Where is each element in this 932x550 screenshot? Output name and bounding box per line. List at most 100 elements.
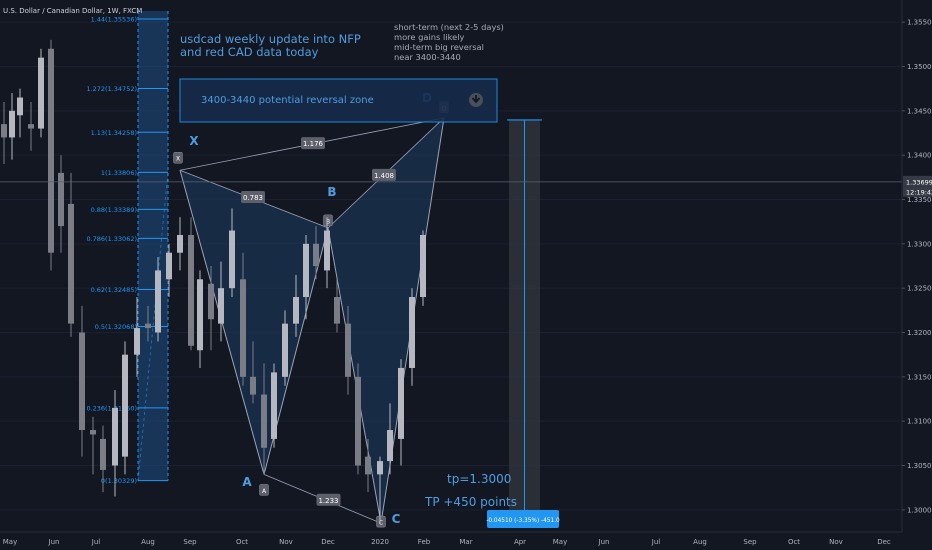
candle-body bbox=[166, 252, 172, 280]
candle-body bbox=[208, 283, 214, 320]
candle-body bbox=[112, 407, 118, 466]
ratio-label: 1.233 bbox=[318, 497, 338, 505]
candle-body bbox=[240, 279, 246, 377]
time-tick-label: Aug bbox=[693, 538, 707, 546]
candle-body bbox=[324, 230, 330, 271]
candle-body bbox=[145, 323, 151, 329]
time-tick-label: 2020 bbox=[371, 538, 389, 546]
candle-body bbox=[387, 430, 393, 462]
candle-body bbox=[17, 97, 23, 116]
candle-body bbox=[420, 234, 426, 298]
time-tick-label: Sep bbox=[183, 538, 197, 546]
price-tick-label: 1.32000 bbox=[907, 329, 932, 337]
price-tick-label: 1.30500 bbox=[907, 462, 932, 470]
candle-body bbox=[1, 124, 7, 138]
candle-body bbox=[365, 456, 371, 475]
candle-body bbox=[134, 328, 140, 355]
candlestick-series bbox=[1, 39, 426, 524]
time-tick-label: Aug bbox=[141, 538, 155, 546]
price-tick-label: 1.34000 bbox=[907, 152, 932, 160]
candle-body bbox=[293, 297, 299, 324]
candle-body bbox=[28, 124, 34, 129]
reversal-zone-box bbox=[179, 78, 498, 123]
point-marker bbox=[259, 484, 269, 496]
time-tick-label: Feb bbox=[418, 538, 431, 546]
fib-zone-fill bbox=[138, 10, 168, 481]
reversal-zone-label: 3400-3440 potential reversal zone bbox=[201, 95, 374, 106]
point-marker-label: A bbox=[262, 488, 267, 495]
measure-label-box bbox=[487, 510, 559, 528]
time-tick-label: Nov bbox=[279, 538, 293, 546]
price-tick-label: 1.34500 bbox=[907, 107, 932, 115]
measure-label: -0.04510 (-3.35%) -451.0 bbox=[486, 518, 560, 524]
note-line: near 3400-3440 bbox=[394, 52, 461, 62]
candle-body bbox=[79, 332, 85, 431]
candle-body bbox=[9, 110, 15, 138]
candle-body bbox=[409, 297, 415, 368]
candle-body bbox=[271, 372, 277, 439]
fib-level-label: 0.786(1.33062) bbox=[86, 235, 137, 243]
fib-level-label: 0(1.30329) bbox=[101, 477, 137, 485]
price-tick-label: 1.33500 bbox=[907, 196, 932, 204]
note-line: more gains likely bbox=[394, 32, 465, 42]
candle-body bbox=[90, 430, 96, 435]
idea-title-line2: and red CAD data today bbox=[180, 45, 319, 59]
point-marker-label: X bbox=[176, 156, 180, 163]
ratio-label: 1.176 bbox=[303, 140, 324, 148]
candle-body bbox=[377, 461, 383, 475]
candle-body bbox=[313, 243, 319, 266]
countdown-tag bbox=[903, 186, 932, 197]
fib-level-label: 1(1.33806) bbox=[101, 169, 137, 177]
price-tick-label: 1.33000 bbox=[907, 240, 932, 248]
time-tick-label: Jul bbox=[91, 538, 101, 546]
price-tick-label: 1.30000 bbox=[907, 506, 932, 514]
candle-body bbox=[345, 323, 351, 377]
current-price-label: 1.33699 bbox=[906, 178, 932, 186]
ratio-box bbox=[372, 168, 396, 181]
point-marker bbox=[173, 151, 183, 164]
fib-level-label: 0.62(1.32485) bbox=[91, 286, 137, 294]
point-marker bbox=[376, 515, 386, 528]
idea-title-line1: usdcad weekly update into NFP bbox=[180, 32, 361, 46]
fib-level-label: 0.5(1.32068) bbox=[95, 323, 137, 331]
ratio-label: 1.408 bbox=[374, 172, 394, 180]
countdown-label: 12:19:43 bbox=[906, 188, 932, 196]
time-tick-label: May bbox=[553, 538, 567, 546]
fib-level-label: 1.44(1.35536) bbox=[91, 15, 137, 23]
time-tick-label: Oct bbox=[788, 538, 800, 546]
price-tick-label: 1.35000 bbox=[907, 63, 932, 71]
point-letter: X bbox=[189, 134, 199, 148]
note-line: short-term (next 2-5 days) bbox=[394, 22, 504, 32]
candle-body bbox=[68, 203, 74, 324]
candle-body bbox=[218, 288, 224, 324]
price-tick-label: 1.35500 bbox=[907, 19, 932, 27]
ratio-label: 0.783 bbox=[243, 194, 263, 202]
time-tick-label: Apr bbox=[514, 538, 526, 546]
candle-body bbox=[48, 48, 54, 253]
time-tick-label: Jul bbox=[651, 538, 661, 546]
candle-body bbox=[229, 230, 235, 289]
candle-body bbox=[188, 234, 194, 346]
current-price-tag bbox=[903, 175, 932, 187]
candle-body bbox=[58, 172, 64, 227]
point-marker-label: C bbox=[379, 520, 383, 527]
candle-body bbox=[303, 243, 309, 298]
candle-body bbox=[122, 354, 128, 457]
point-marker bbox=[323, 214, 333, 227]
point-letter: C bbox=[392, 512, 401, 526]
price-tick-label: 1.31500 bbox=[907, 373, 932, 381]
candle-body bbox=[261, 394, 267, 448]
symbol-title: U.S. Dollar / Canadian Dollar, 1W, FXCM bbox=[3, 7, 142, 15]
fib-level-label: 1.272(1.34752) bbox=[86, 85, 137, 93]
candle-body bbox=[398, 367, 404, 439]
candle-body bbox=[282, 323, 288, 377]
candle-body bbox=[250, 376, 256, 395]
note-line: mid-term big reversal bbox=[394, 42, 484, 52]
fib-level-label: 0.88(1.33389) bbox=[91, 206, 137, 214]
time-tick-label: Jun bbox=[48, 538, 60, 546]
time-tick-label: Nov bbox=[829, 538, 843, 546]
fibonacci-zone: 1.44(1.35536) 1.272(1.34752) 1.13(1.34258)… bbox=[86, 10, 169, 485]
